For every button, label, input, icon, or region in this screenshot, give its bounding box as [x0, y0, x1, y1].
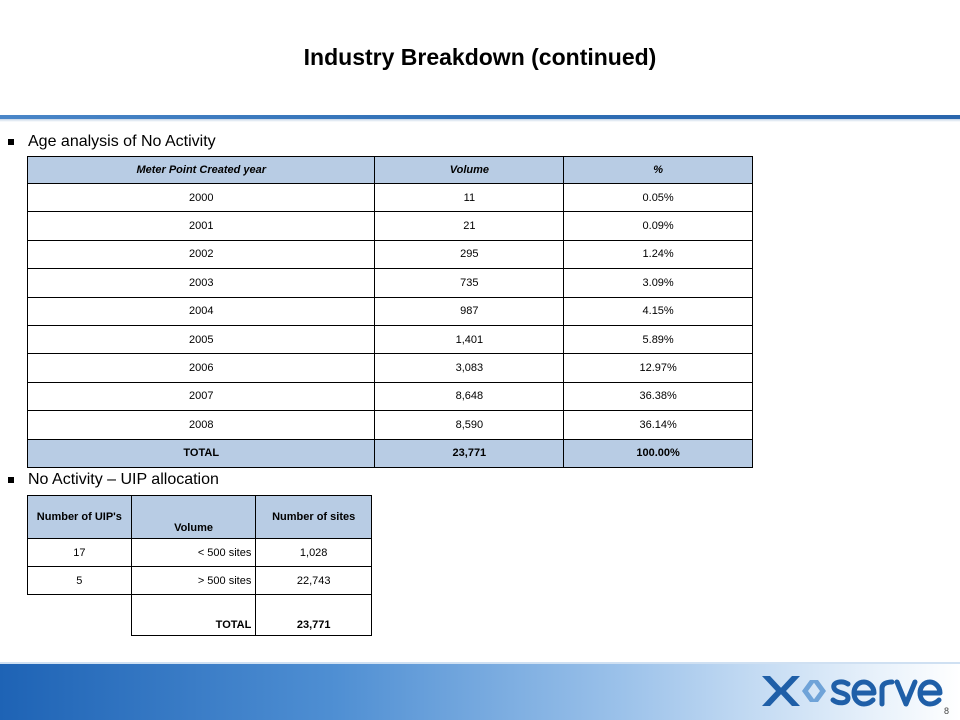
cell-year: 2000	[26, 182, 376, 213]
cell-sites: 1,028	[255, 538, 372, 567]
cell-percent: 1.24%	[563, 239, 753, 270]
table-row: 2003 735 3.09%	[26, 268, 753, 298]
column-header: Volume	[130, 495, 257, 539]
cell-percent: 36.14%	[563, 410, 753, 440]
column-header: Meter Point Created year	[26, 156, 376, 184]
cell-year: 2005	[26, 324, 376, 355]
cell-year: 2004	[26, 296, 376, 326]
table-header-row: Number of UIP's Volume Number of sites	[27, 495, 372, 539]
page-title: Industry Breakdown (continued)	[303, 44, 657, 70]
title-divider-shadow	[0, 119, 960, 122]
page-number: 8	[944, 706, 950, 716]
total-sites: 23,771	[255, 594, 372, 636]
table-row: 5 > 500 sites 22,743	[27, 566, 372, 595]
cell-percent: 3.09%	[563, 268, 753, 298]
uip-allocation-table: Number of UIP's Volume Number of sites 1…	[27, 495, 372, 636]
cell-percent: 5.89%	[563, 324, 753, 355]
footer-band	[0, 662, 960, 720]
xoserve-logo	[762, 676, 943, 707]
cell-percent: 0.05%	[563, 182, 753, 213]
column-header: %	[563, 156, 753, 184]
cell-year: 2006	[26, 353, 376, 383]
cell-year: 2001	[26, 211, 376, 241]
cell-volume: 295	[374, 239, 565, 270]
total-volume: 23,771	[374, 438, 565, 468]
table-row: 17 < 500 sites 1,028	[27, 538, 372, 567]
column-header: Number of UIP's	[27, 495, 132, 539]
bullet-square-icon	[8, 477, 14, 483]
title-divider	[0, 115, 960, 119]
table-row: 2000 11 0.05%	[26, 182, 753, 213]
age-analysis-table: Meter Point Created year Volume % 2000 1…	[26, 156, 753, 468]
blank-cell	[28, 595, 132, 636]
section-heading-text: Age analysis of No Activity	[28, 133, 216, 150]
table-row: 2001 21 0.09%	[26, 211, 753, 241]
cell-volume: 735	[374, 268, 565, 298]
table-row: 2004 987 4.15%	[26, 296, 753, 326]
cell-volume: 1,401	[374, 324, 565, 355]
table-row: 2002 295 1.24%	[26, 239, 753, 270]
cell-year: 2008	[26, 410, 376, 440]
total-percent: 100.00%	[563, 438, 753, 468]
cell-volume: > 500 sites	[130, 566, 257, 595]
table-total-row: TOTAL 23,771 100.00%	[26, 438, 753, 468]
cell-volume: 8,648	[374, 381, 565, 412]
cell-percent: 12.97%	[563, 353, 753, 383]
cell-uip-count: 5	[27, 566, 132, 595]
section-heading-text: No Activity – UIP allocation	[28, 471, 219, 488]
cell-volume: < 500 sites	[130, 538, 257, 567]
cell-volume: 3,083	[374, 353, 565, 383]
cell-percent: 4.15%	[563, 296, 753, 326]
cell-year: 2007	[26, 381, 376, 412]
table-row: 2008 8,590 36.14%	[26, 410, 753, 440]
cell-volume: 21	[374, 211, 565, 241]
cell-percent: 0.09%	[563, 211, 753, 241]
cell-sites: 22,743	[255, 566, 372, 595]
cell-year: 2002	[26, 239, 376, 270]
cell-volume: 11	[374, 182, 565, 213]
section-heading-uip-allocation: No Activity – UIP allocation	[8, 471, 219, 489]
cell-volume: 987	[374, 296, 565, 326]
cell-uip-count: 17	[27, 538, 132, 567]
table-row: 2005 1,401 5.89%	[26, 324, 753, 355]
footer-top-line	[0, 662, 960, 664]
column-header: Volume	[374, 156, 565, 184]
column-header: Number of sites	[255, 495, 372, 539]
cell-year: 2003	[26, 268, 376, 298]
table-header-row: Meter Point Created year Volume %	[26, 156, 753, 184]
cell-volume: 8,590	[374, 410, 565, 440]
table-total-row: TOTAL 23,771	[28, 594, 372, 636]
cell-percent: 36.38%	[563, 381, 753, 412]
section-heading-age-analysis: Age analysis of No Activity	[8, 133, 216, 151]
total-label: TOTAL	[26, 438, 376, 468]
table-row: 2006 3,083 12.97%	[26, 353, 753, 383]
total-label: TOTAL	[130, 594, 257, 636]
table-row: 2007 8,648 36.38%	[26, 381, 753, 412]
bullet-square-icon	[8, 139, 14, 145]
